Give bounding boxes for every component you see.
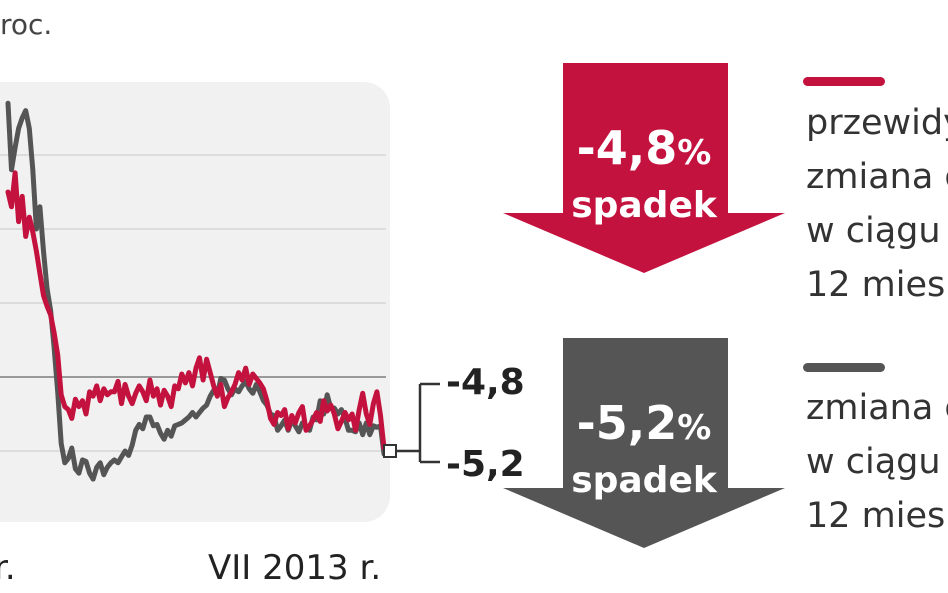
unit-label: roc. [0,8,53,41]
gray-percent-value: -5,2 [576,396,678,450]
red-arrow-callout: -4,8% spadek [503,63,785,273]
legend-red-line-3: w ciągu [806,211,941,251]
end-label-red: -4,8 [446,362,525,403]
gray-spadek-label: spadek [571,460,717,501]
legend-text-red: przewidy zmiana c w ciągu 12 mies [806,96,948,312]
down-arrow-icon [503,63,785,273]
series-end-marker [383,444,397,458]
legend-gray-line-3: 12 mies [806,496,946,536]
red-spadek-label: spadek [571,185,717,226]
legend-red-line-2: zmiana c [806,157,948,197]
legend-text-gray: zmiana c w ciągu 12 mies [806,381,948,543]
end-label-gray: -5,2 [446,444,525,485]
series-line-gray [5,100,387,482]
legend-gray-line-1: zmiana c [806,388,948,428]
legend-red-line-1: przewidy [806,103,948,143]
red-percent-value: -4,8 [576,121,678,175]
down-arrow-icon [503,338,785,548]
x-tick-label-end: VII 2013 r. [208,548,382,588]
x-tick-label-start: r. [0,548,16,588]
legend-gray-line-2: w ciągu [806,442,941,482]
end-label-bracket [396,382,440,464]
legend-line-red [803,77,885,86]
series-line-red [5,170,387,451]
legend-red-line-4: 12 mies [806,265,946,305]
gray-percent-sign: % [677,408,712,448]
legend-line-gray [803,363,885,372]
gray-arrow-callout: -5,2% spadek [503,338,785,548]
red-percent-sign: % [677,133,712,173]
